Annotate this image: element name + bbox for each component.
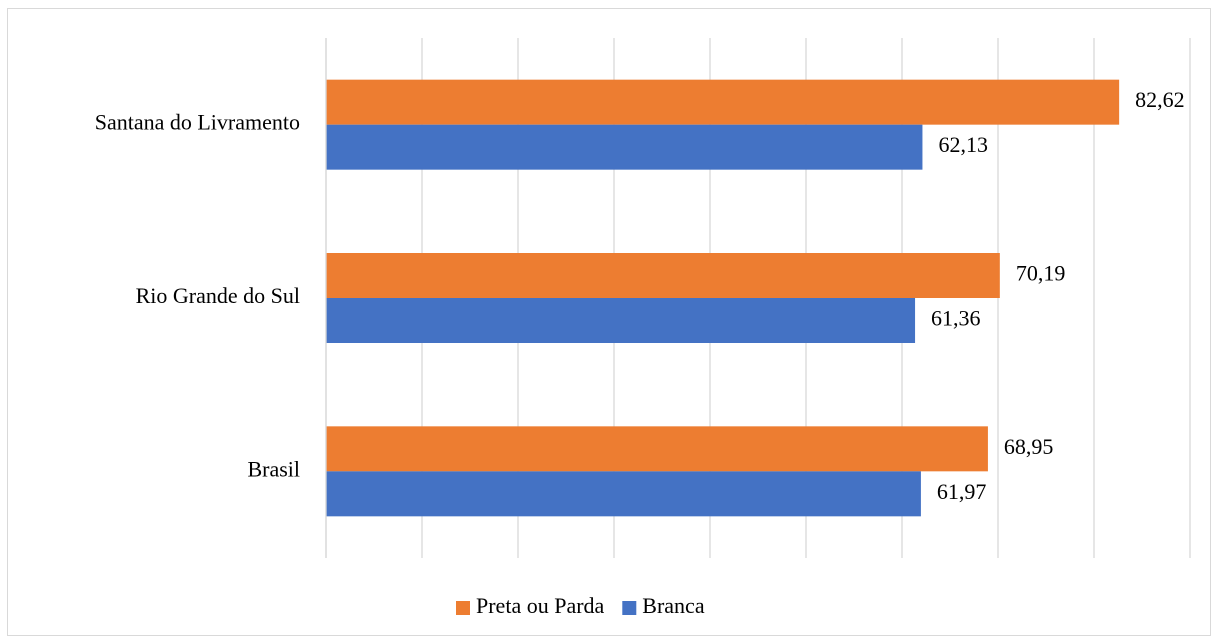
y-tick-label: Santana do Livramento [95,110,300,135]
bar [326,298,916,343]
y-tick-label: Rio Grande do Sul [136,283,300,308]
bar [326,471,921,517]
bar [326,253,1000,298]
data-label: 68,95 [1004,434,1053,459]
legend-label: Branca [642,593,705,618]
legend-label: Preta ou Parda [476,593,605,618]
legend-swatch [622,601,637,615]
y-tick-label: Brasil [247,456,300,481]
data-label: 62,13 [938,132,988,157]
data-label: 82,62 [1135,87,1185,112]
bar [326,124,923,170]
legend-swatch [456,601,470,615]
bar [326,426,988,472]
data-label: 61,36 [931,306,981,331]
data-label: 70,19 [1016,261,1066,286]
bar [326,79,1120,125]
data-label: 61,97 [937,479,987,504]
